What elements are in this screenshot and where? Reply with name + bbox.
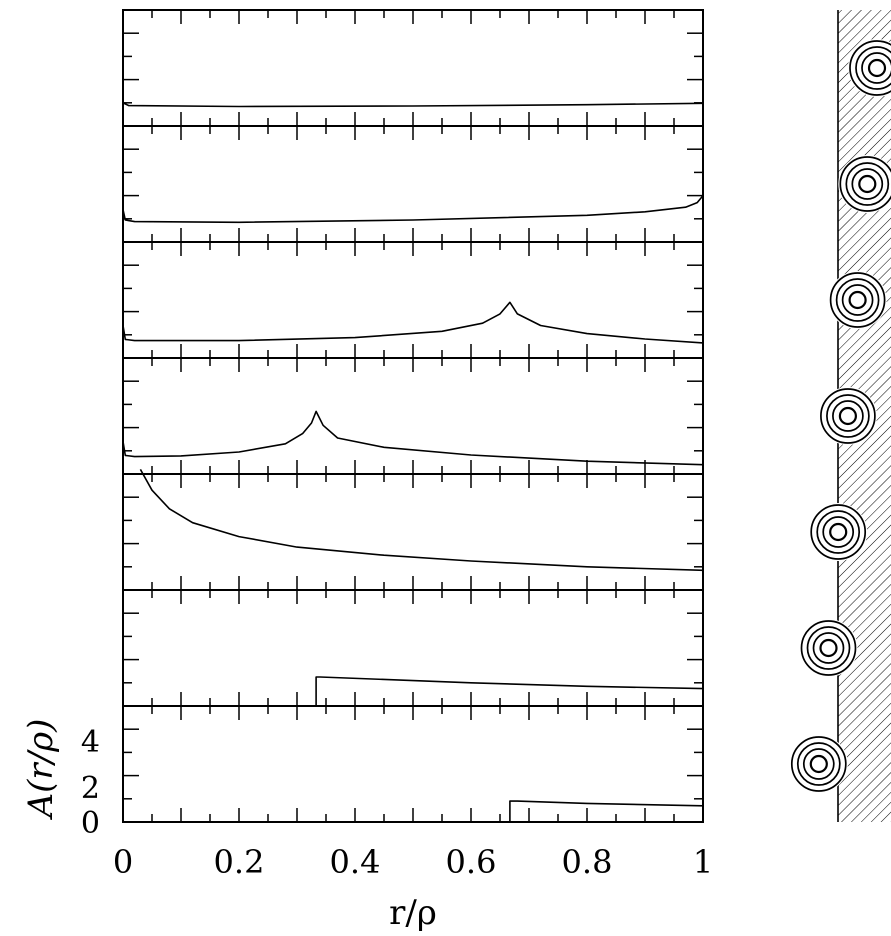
x-tick-label-0-2: 0.2 [214,843,265,881]
x-tick-label-0-8: 0.8 [562,843,613,881]
ring [810,504,867,560]
x-axis-label: r/ρ [389,893,437,933]
ring [849,40,891,96]
ring [826,394,870,438]
ring [819,638,838,658]
ring [800,620,857,676]
series-line-panel-5 [139,469,703,572]
series-line-panel-4 [123,410,703,466]
curves-layer [123,102,703,822]
ring-set-1 [848,39,891,97]
ring [822,516,855,548]
ring [832,400,864,432]
panel-frame-5 [122,473,704,591]
ring [855,46,891,90]
ring [845,162,890,206]
x-tick-label-0-4: 0.4 [330,843,381,881]
ring [790,736,847,792]
ring-set-4 [818,387,877,445]
y-tick-label-0: 0 [81,806,100,841]
series-line-panel-6 [315,676,703,706]
x-tick-label-1: 1 [693,843,713,881]
ring [835,278,880,322]
rings-layer [789,39,891,793]
ring [851,168,884,200]
series-line-panel-2 [123,195,703,224]
ring [816,510,861,554]
ring [838,406,858,426]
ring-set-2 [838,155,891,213]
ring [809,754,828,774]
ring-set-3 [828,271,887,329]
series-line-panel-3 [123,301,703,344]
ring [812,632,845,664]
ring [841,284,874,316]
ring [867,58,887,78]
ring-set-6 [799,619,858,677]
y-tick-label-2: 2 [81,771,100,806]
series-line-panel-1 [123,102,703,108]
x-tick-label-0-6: 0.6 [446,843,497,881]
ring [796,742,841,786]
x-tick-label-0: 0 [113,843,133,881]
panels-layer [122,9,704,823]
ring-set-7 [789,735,848,793]
series-line-panel-7 [509,800,703,822]
panel-frame-6 [122,589,704,707]
ring [802,748,835,780]
panel-frame-2 [122,125,704,243]
ring [806,626,851,670]
ring [861,52,891,84]
y-tick-label-4: 4 [81,725,100,760]
panel-frame-4 [122,357,704,475]
ring [848,290,867,310]
ring [858,174,877,194]
ring-set-5 [809,503,868,561]
ring [839,156,891,212]
ring [829,272,886,328]
ring [829,522,848,542]
y-axis-label: A(r/ρ) [21,719,61,821]
panel-frame-1 [122,9,704,127]
ring [820,388,876,444]
